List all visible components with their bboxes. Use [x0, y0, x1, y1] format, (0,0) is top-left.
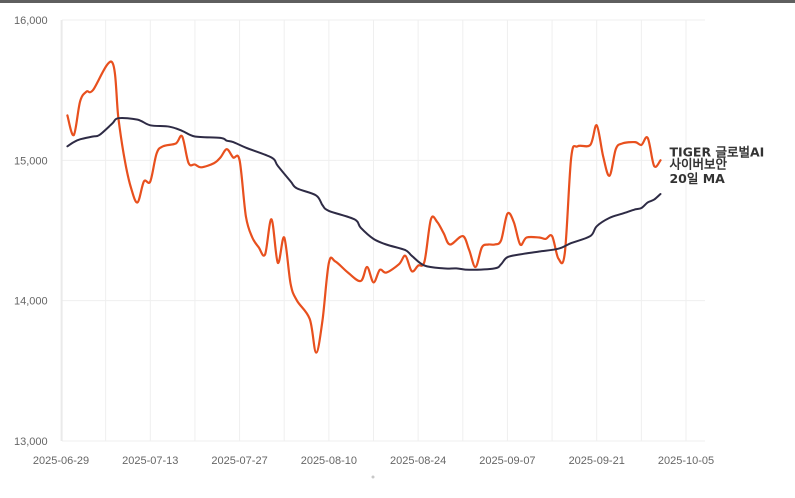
y-tick-label: 15,000 [14, 155, 48, 167]
y-tick-label: 16,000 [14, 15, 48, 27]
x-tick-label: 2025-09-07 [479, 455, 535, 467]
y-axis-ticks: 13,000 14,000 15,000 16,000 [14, 15, 48, 448]
scroll-dot [371, 475, 375, 479]
x-axis-ticks: 2025-06-29 2025-07-13 2025-07-27 2025-08-10… [33, 455, 714, 467]
y-tick-label: 13,000 [14, 436, 48, 448]
x-tick-label: 2025-07-27 [211, 455, 267, 467]
series-label: TIGER 글로벌AI [669, 144, 764, 159]
series-label: 사이버보안 [669, 156, 727, 171]
x-tick-label: 2025-08-24 [390, 455, 446, 467]
x-tick-label: 2025-08-10 [301, 455, 357, 467]
series-line-ma20 [66, 116, 662, 271]
y-tick-label: 14,000 [14, 296, 48, 308]
x-tick-label: 2025-10-05 [658, 455, 714, 467]
x-tick-label: 2025-06-29 [33, 455, 89, 467]
x-tick-label: 2025-07-13 [122, 455, 178, 467]
series [66, 60, 662, 354]
top-border [0, 0, 795, 3]
series-line-tiger [66, 60, 662, 354]
grid [60, 19, 705, 442]
x-tick-label: 2025-09-21 [569, 455, 625, 467]
series-label: 20일 MA [669, 171, 725, 186]
